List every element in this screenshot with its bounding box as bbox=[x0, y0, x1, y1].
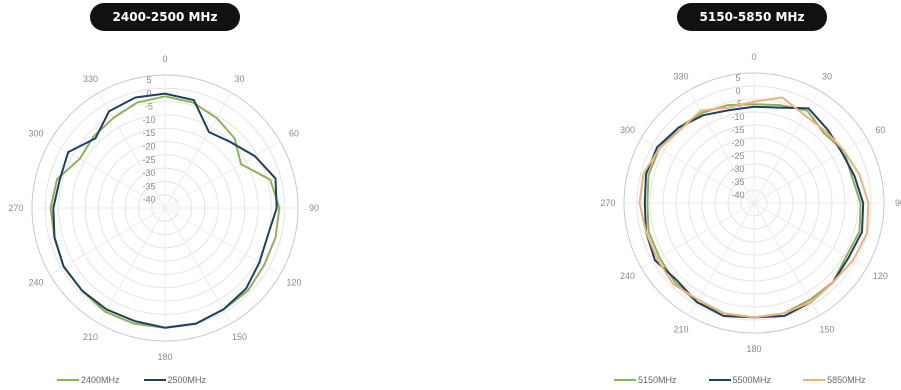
chart-panel-2400: 2400-2500 MHz 0 30 60 90 120 150 180 210 240 270 3… bbox=[0, 0, 360, 390]
radial-tick-label: -30 bbox=[142, 168, 155, 178]
radial-tick-label: -10 bbox=[142, 115, 155, 125]
angle-tick-label: 60 bbox=[875, 125, 885, 135]
angle-tick-label: 150 bbox=[232, 332, 247, 342]
chart-title: 2400-2500 MHz bbox=[90, 3, 240, 31]
angle-tick-label: 330 bbox=[673, 72, 688, 82]
legend-label: 5500MHz bbox=[732, 375, 772, 385]
legend-swatch bbox=[803, 379, 826, 381]
radial-tick-label: -40 bbox=[731, 190, 744, 200]
legend-item: 2500MHz bbox=[143, 375, 207, 385]
legend-item: 5150MHz bbox=[614, 375, 677, 385]
legend-item: 5850MHz bbox=[803, 375, 866, 385]
angle-tick-label: 210 bbox=[673, 324, 688, 334]
grid-spoke bbox=[753, 202, 820, 316]
angle-tick-label: 0 bbox=[751, 52, 756, 62]
legend-label: 2400MHz bbox=[81, 375, 120, 385]
grid-spoke bbox=[753, 202, 867, 269]
legend-swatch bbox=[614, 379, 636, 381]
radial-tick-label: -5 bbox=[145, 102, 153, 112]
angle-tick-label: 90 bbox=[895, 198, 901, 208]
angle-tick-label: 30 bbox=[234, 74, 244, 84]
legend-item: 5500MHz bbox=[708, 375, 772, 385]
angle-tick-label: 240 bbox=[620, 271, 635, 281]
radial-tick-label: -15 bbox=[731, 125, 744, 135]
grid-spoke bbox=[49, 207, 166, 275]
legend: 2400MHz 2500MHz bbox=[57, 375, 206, 385]
grid-spoke bbox=[98, 207, 166, 324]
polar-chart-2400: 0 30 60 90 120 150 180 210 240 270 300 330 5 0 -5 -10 -1… bbox=[8, 54, 319, 362]
angle-tick-label: 60 bbox=[289, 129, 299, 139]
grid-spoke bbox=[688, 90, 755, 204]
legend-label: 5150MHz bbox=[638, 375, 677, 385]
radial-tick-label: 0 bbox=[146, 88, 151, 98]
angle-tick-label: 210 bbox=[83, 332, 98, 342]
radial-tick-label: -35 bbox=[142, 181, 155, 191]
angle-tick-label: 30 bbox=[822, 72, 832, 82]
angle-tick-label: 300 bbox=[28, 129, 43, 139]
legend: 5150MHz 5500MHz 5850MHz bbox=[614, 375, 866, 385]
grid-spoke bbox=[164, 207, 281, 275]
angle-tick-label: 120 bbox=[287, 278, 302, 288]
legend-label: 2500MHz bbox=[167, 375, 207, 385]
radial-tick-label: -30 bbox=[731, 164, 744, 174]
grid-spoke bbox=[164, 207, 232, 324]
angle-tick-label: 270 bbox=[600, 198, 615, 208]
angle-tick-label: 150 bbox=[819, 324, 834, 334]
angle-tick-label: 90 bbox=[309, 203, 319, 213]
chart-title: 5150-5850 MHz bbox=[677, 3, 827, 31]
legend-swatch bbox=[708, 379, 731, 381]
grid-spoke bbox=[753, 137, 867, 204]
angle-tick-label: 180 bbox=[157, 352, 172, 362]
angle-tick-label: 270 bbox=[8, 203, 23, 213]
radial-tick-label: 5 bbox=[146, 75, 151, 85]
radial-tick-label: -15 bbox=[142, 128, 155, 138]
legend-label: 5850MHz bbox=[827, 375, 866, 385]
angle-tick-label: 0 bbox=[162, 54, 167, 64]
radial-tick-label: -40 bbox=[142, 195, 155, 205]
legend-swatch bbox=[57, 379, 79, 381]
radial-tick-label: -35 bbox=[731, 177, 744, 187]
angle-tick-label: 120 bbox=[873, 271, 888, 281]
angle-tick-label: 330 bbox=[83, 74, 98, 84]
radial-tick-label: -25 bbox=[731, 151, 744, 161]
radial-tick-label: 5 bbox=[735, 73, 740, 83]
series-line-2500MHz bbox=[52, 92, 278, 329]
polar-chart-5150: 030609012015018021024027030033050-5-10-1… bbox=[600, 52, 901, 354]
grid-spoke bbox=[688, 202, 755, 316]
radial-tick-label: -20 bbox=[142, 142, 155, 152]
radial-tick-label: -10 bbox=[731, 112, 744, 122]
radial-tick-label: 0 bbox=[735, 86, 740, 96]
chart-panel-5150: 5150-5850 MHz 0 30 60 90 120 150 180 210 240 270 3… bbox=[540, 0, 901, 390]
legend-swatch bbox=[143, 379, 166, 381]
radial-tick-label: -25 bbox=[142, 155, 155, 165]
legend-item: 2400MHz bbox=[57, 375, 120, 385]
grid-spoke bbox=[164, 141, 281, 209]
series-line-5850MHz bbox=[638, 96, 870, 319]
angle-tick-label: 240 bbox=[28, 278, 43, 288]
radial-tick-label: -20 bbox=[731, 138, 744, 148]
grid-spoke bbox=[164, 92, 232, 209]
angle-tick-label: 300 bbox=[620, 125, 635, 135]
angle-tick-label: 180 bbox=[746, 344, 761, 354]
grid-spoke bbox=[641, 202, 755, 269]
